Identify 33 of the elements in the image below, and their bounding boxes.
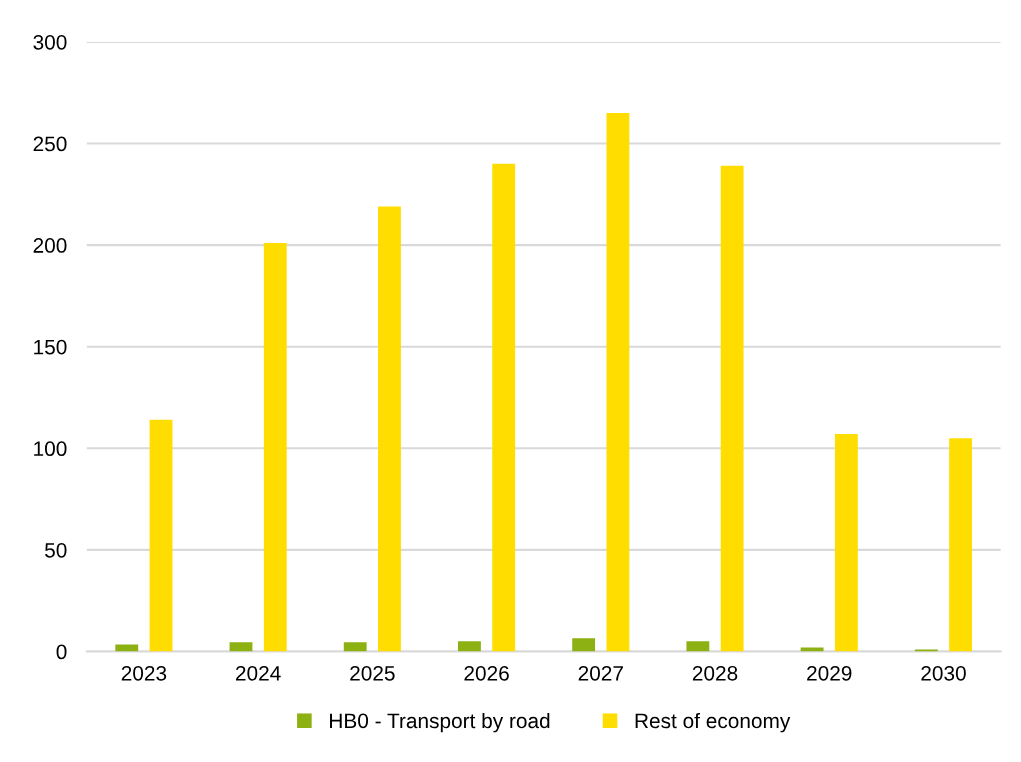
bar	[343, 642, 367, 652]
y-tick-label: 100	[34, 441, 67, 457]
bar	[834, 434, 858, 652]
bar	[458, 641, 481, 652]
bar	[606, 113, 630, 652]
bar	[686, 641, 710, 652]
x-tick-label: 2023	[121, 665, 167, 681]
bar	[800, 647, 824, 652]
bar	[720, 165, 744, 652]
x-tick-label: 2028	[692, 665, 738, 681]
y-tick-label: 250	[33, 136, 67, 152]
bar	[115, 644, 139, 652]
legend-label: HB0 - Transport by road	[330, 712, 550, 733]
legend-label: Rest of economy	[635, 712, 791, 733]
bar	[229, 642, 253, 652]
x-tick-label: 2026	[464, 665, 509, 681]
bar	[492, 163, 516, 652]
bar	[263, 243, 287, 652]
y-tick-label: 50	[45, 542, 67, 558]
x-tick-label: 2029	[807, 665, 852, 681]
bar	[949, 438, 973, 652]
bar	[149, 419, 173, 652]
x-tick-label: 2027	[578, 665, 623, 681]
bar	[914, 649, 938, 652]
bar	[378, 206, 401, 652]
y-tick-label: 0	[56, 644, 67, 660]
y-tick-label: 150	[34, 339, 67, 355]
bar	[572, 638, 596, 652]
x-tick-label: 2024	[236, 665, 281, 681]
y-tick-label: 200	[33, 238, 67, 253]
x-tick-label: 2025	[350, 665, 395, 681]
y-tick-label: 300	[33, 34, 67, 50]
x-tick-label: 2030	[921, 665, 966, 681]
